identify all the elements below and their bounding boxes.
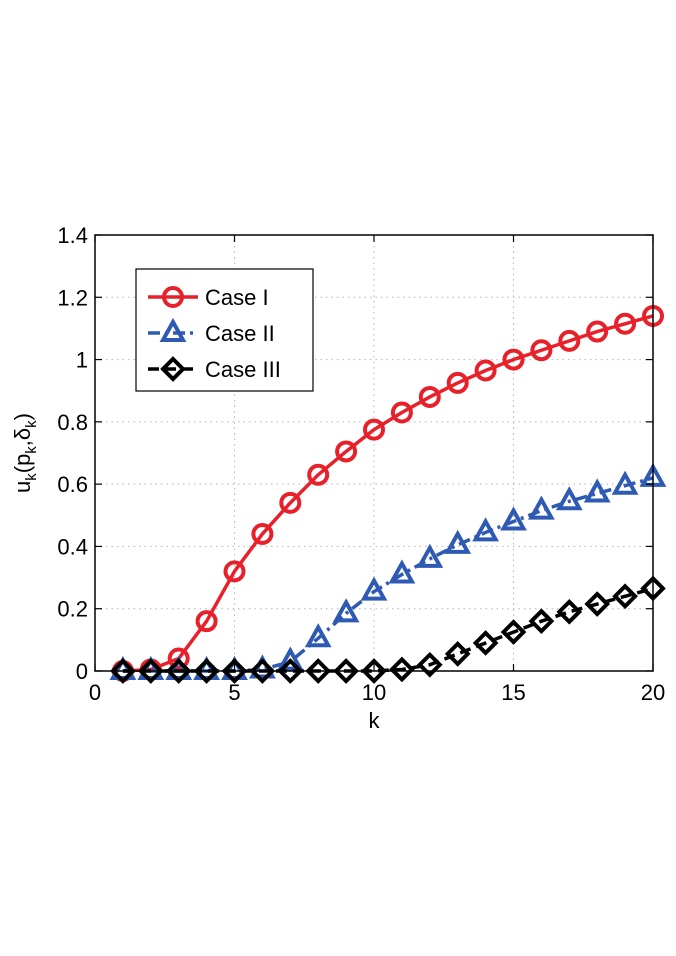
x-tick-label: 10 bbox=[362, 680, 386, 705]
data-point-triangle bbox=[304, 623, 332, 648]
data-point-diamond bbox=[584, 591, 611, 617]
legend-marker-triangle bbox=[159, 317, 187, 342]
x-axis-title: k bbox=[369, 708, 381, 733]
y-tick-label: 1.4 bbox=[57, 223, 88, 248]
data-point-triangle bbox=[444, 529, 472, 554]
legend: Case I Case II Case III bbox=[135, 268, 314, 392]
series-circle bbox=[111, 304, 664, 682]
y-tick-label: 1 bbox=[76, 348, 88, 373]
data-point-triangle bbox=[583, 478, 611, 503]
data-point-circle bbox=[335, 440, 358, 463]
x-tick-label: 5 bbox=[228, 680, 240, 705]
data-series bbox=[109, 304, 667, 684]
data-point-circle bbox=[223, 560, 246, 583]
data-point-triangle bbox=[221, 655, 248, 680]
data-point-diamond bbox=[165, 658, 192, 684]
data-point-triangle bbox=[193, 655, 220, 680]
data-point-diamond bbox=[389, 656, 415, 683]
data-point-triangle bbox=[416, 543, 444, 568]
series-diamond bbox=[110, 575, 666, 684]
y-tick-label: 0.6 bbox=[57, 472, 88, 497]
data-point-diamond bbox=[472, 630, 499, 656]
data-point-diamond bbox=[277, 658, 304, 684]
data-point-triangle bbox=[611, 470, 639, 495]
data-point-circle bbox=[363, 418, 385, 441]
y-tick-label: 0 bbox=[76, 659, 88, 684]
data-point-triangle bbox=[360, 576, 388, 601]
data-point-diamond bbox=[193, 658, 220, 684]
data-point-diamond bbox=[333, 658, 359, 684]
x-tick-label: 20 bbox=[641, 680, 665, 705]
y-tick-label: 0.2 bbox=[57, 597, 88, 622]
data-point-triangle bbox=[472, 517, 499, 542]
data-point-diamond bbox=[221, 658, 248, 684]
data-point-diamond bbox=[556, 599, 583, 625]
data-point-circle bbox=[474, 359, 497, 382]
data-point-diamond bbox=[612, 583, 638, 610]
data-point-triangle bbox=[555, 486, 583, 511]
data-point-circle bbox=[530, 339, 553, 362]
series-line bbox=[122, 476, 654, 673]
data-point-diamond bbox=[249, 658, 276, 684]
data-point-circle bbox=[502, 348, 525, 371]
data-point-triangle bbox=[388, 559, 416, 584]
data-point-circle bbox=[558, 329, 581, 352]
data-point-triangle bbox=[109, 655, 137, 680]
y-tick-label: 0.4 bbox=[57, 534, 88, 559]
legend-label: Case III bbox=[205, 357, 281, 382]
data-point-circle bbox=[307, 463, 330, 486]
data-point-diamond bbox=[416, 651, 443, 678]
data-point-diamond bbox=[361, 658, 387, 684]
legend-label: Case II bbox=[205, 321, 275, 346]
data-point-diamond bbox=[110, 658, 136, 684]
x-tick-label: 0 bbox=[89, 680, 101, 705]
data-point-triangle bbox=[276, 646, 304, 671]
data-point-triangle bbox=[137, 655, 165, 680]
data-point-circle bbox=[446, 371, 469, 394]
y-tick-label: 1.2 bbox=[57, 285, 88, 310]
data-point-circle bbox=[251, 522, 274, 545]
x-tick-label: 15 bbox=[501, 680, 525, 705]
legend-label: Case I bbox=[205, 285, 269, 310]
data-point-circle bbox=[167, 647, 190, 670]
data-point-triangle bbox=[500, 506, 527, 531]
legend-marker-diamond bbox=[160, 356, 186, 382]
data-point-circle bbox=[418, 385, 441, 408]
y-tick-label: 0.8 bbox=[57, 410, 88, 435]
data-point-diamond bbox=[305, 658, 332, 684]
data-point-triangle bbox=[528, 495, 555, 520]
data-point-diamond bbox=[137, 658, 164, 684]
data-point-diamond bbox=[444, 641, 471, 667]
data-point-circle bbox=[614, 312, 637, 335]
axis-ticks: 0 5 10 15 20 0 0.2 0.4 0.6 0.8 1 1.2 1.4 bbox=[57, 223, 665, 705]
data-point-circle bbox=[586, 320, 609, 343]
data-point-circle bbox=[390, 401, 413, 424]
y-axis-title: uk(pk,δk) bbox=[10, 413, 40, 493]
data-point-triangle bbox=[332, 598, 360, 623]
data-point-diamond bbox=[528, 608, 555, 634]
data-point-diamond bbox=[500, 619, 527, 645]
legend-marker-circle bbox=[162, 286, 184, 308]
data-point-circle bbox=[279, 491, 302, 514]
data-point-triangle bbox=[165, 655, 193, 680]
data-point-circle bbox=[195, 610, 218, 633]
